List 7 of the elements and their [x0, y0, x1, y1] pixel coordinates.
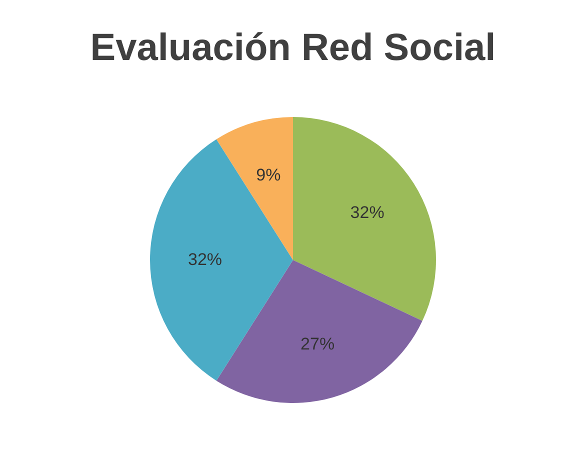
- data-label: 32%: [188, 250, 222, 269]
- pie-slice: [293, 117, 436, 321]
- pie-slice: [150, 139, 293, 381]
- data-label: 9%: [256, 165, 281, 184]
- chart-title: Evaluación Red Social: [90, 27, 496, 69]
- data-label: 27%: [300, 334, 335, 354]
- data-label: 32%: [350, 202, 384, 222]
